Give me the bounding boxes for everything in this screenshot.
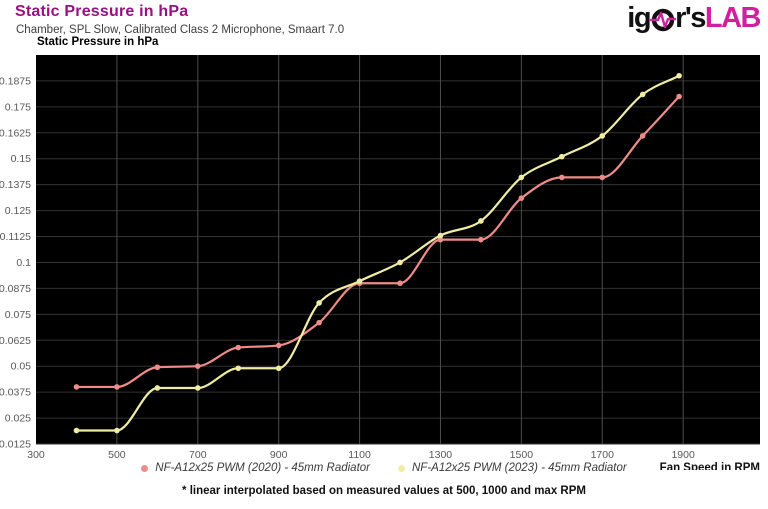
svg-text:0.1625: 0.1625	[0, 127, 31, 139]
legend-label-2020: NF-A12x25 PWM (2020) - 45mm Radiator	[155, 462, 370, 474]
svg-text:1900: 1900	[671, 449, 695, 461]
data-point-marker	[194, 363, 201, 370]
svg-text:0.1875: 0.1875	[0, 75, 31, 87]
svg-text:300: 300	[27, 449, 45, 461]
svg-text:0.025: 0.025	[5, 413, 31, 425]
svg-text:0.0625: 0.0625	[0, 335, 31, 347]
svg-text:0.1375: 0.1375	[0, 179, 31, 191]
footnote: * linear interpolated based on measured …	[182, 485, 586, 497]
page-title: Static Pressure in hPa	[15, 3, 189, 20]
data-point-marker	[559, 174, 565, 181]
data-point-marker	[235, 365, 242, 372]
tick-labels: 0.0125 0.025 0.0375 0.05 0.0625 0.075 0.0875 0.…	[0, 75, 695, 461]
series-2023	[73, 72, 682, 434]
svg-text:1300: 1300	[429, 449, 453, 461]
svg-text:900: 900	[270, 449, 288, 461]
data-point-marker	[478, 218, 484, 224]
data-point-marker	[639, 91, 646, 98]
chart-canvas: 0.0125 0.025 0.0375 0.05 0.0625 0.075 0.0875 0.…	[0, 55, 760, 470]
data-point-marker	[114, 384, 120, 390]
svg-text:0.1125: 0.1125	[0, 231, 31, 243]
legend-item-2023: NF-A12x25 PWM (2023) - 45mm Radiator	[398, 462, 627, 474]
svg-text:500: 500	[108, 449, 126, 461]
svg-text:1100: 1100	[348, 449, 371, 461]
logo-text-middle: r's	[675, 1, 706, 34]
data-point-marker	[676, 93, 682, 100]
gridlines	[36, 55, 760, 445]
svg-text:0.175: 0.175	[5, 101, 31, 113]
data-point-marker	[356, 278, 363, 284]
data-point-marker	[518, 174, 525, 181]
data-point-marker	[73, 384, 80, 390]
svg-text:700: 700	[189, 449, 207, 461]
data-point-marker	[478, 236, 484, 243]
legend-marker-2023-icon	[398, 464, 405, 472]
data-point-marker	[73, 427, 80, 434]
data-point-marker	[397, 280, 403, 287]
data-point-marker	[437, 232, 444, 239]
data-point-marker	[194, 385, 201, 391]
legend: NF-A12x25 PWM (2020) - 45mm Radiator NF-…	[0, 462, 768, 474]
data-point-marker	[559, 153, 565, 160]
svg-text:0.0875: 0.0875	[0, 283, 31, 295]
data-point-marker	[316, 300, 322, 306]
data-point-marker	[154, 385, 161, 391]
data-point-marker	[518, 195, 525, 201]
data-point-marker	[599, 174, 606, 181]
svg-text:0.0375: 0.0375	[0, 387, 31, 399]
plot-area	[36, 55, 760, 444]
legend-item-2020: NF-A12x25 PWM (2020) - 45mm Radiator	[141, 462, 370, 474]
series-line-2023	[75, 74, 681, 432]
page-subtitle: Chamber, SPL Slow, Calibrated Class 2 Mi…	[16, 24, 345, 36]
data-point-marker	[275, 342, 282, 349]
data-point-marker	[275, 365, 282, 372]
data-point-marker	[397, 259, 403, 266]
svg-text:0.0125: 0.0125	[0, 439, 31, 451]
data-point-marker	[316, 319, 322, 326]
series-line-2020	[75, 95, 681, 389]
series-2020	[73, 93, 682, 390]
svg-text:0.05: 0.05	[11, 361, 32, 373]
x-axis-title: Fan Speed in RPM	[660, 462, 760, 470]
data-point-marker	[154, 364, 161, 371]
logo-pulse-o-icon	[650, 8, 677, 32]
igorslab-logo: ig r's LAB	[627, 1, 762, 34]
legend-label-2023: NF-A12x25 PWM (2023) - 45mm Radiator	[412, 462, 627, 474]
svg-text:1500: 1500	[510, 449, 534, 461]
svg-text:0.125: 0.125	[5, 205, 31, 217]
logo-text-prefix: ig	[627, 1, 651, 34]
data-point-marker	[676, 72, 682, 79]
y-axis-title: Static Pressure in hPa	[37, 36, 159, 48]
data-point-marker	[235, 344, 242, 351]
data-point-marker	[114, 427, 120, 434]
logo-text-suffix: LAB	[704, 1, 762, 34]
svg-text:0.15: 0.15	[11, 153, 32, 165]
svg-text:0.1: 0.1	[16, 257, 31, 269]
legend-marker-2020-icon	[141, 464, 149, 472]
data-point-marker	[639, 133, 646, 139]
svg-text:1700: 1700	[591, 449, 615, 461]
svg-text:0.075: 0.075	[5, 309, 31, 321]
data-point-marker	[599, 133, 606, 139]
data-point-marker	[437, 236, 444, 243]
